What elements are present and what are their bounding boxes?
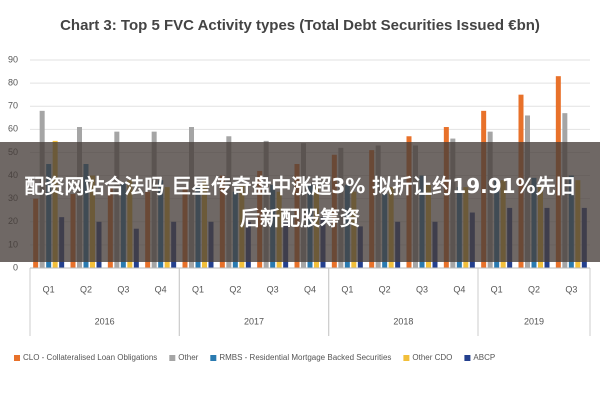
x-tick-label: Q2 xyxy=(229,284,241,294)
x-tick-label: Q2 xyxy=(80,284,92,294)
x-group-label: 2016 xyxy=(95,316,115,326)
y-tick-label: 90 xyxy=(8,54,18,64)
legend-label: ABCP xyxy=(473,353,495,362)
x-tick-label: Q3 xyxy=(416,284,428,294)
x-tick-label: Q1 xyxy=(491,284,503,294)
x-group-label: 2019 xyxy=(524,316,544,326)
legend-swatch xyxy=(464,355,471,361)
x-tick-label: Q4 xyxy=(304,284,316,294)
x-tick-label: Q2 xyxy=(528,284,540,294)
x-group-label: 2018 xyxy=(393,316,413,326)
x-tick-label: Q4 xyxy=(155,284,167,294)
legend-swatch xyxy=(210,355,217,361)
legend-swatch xyxy=(14,355,20,361)
legend-label: Other CDO xyxy=(412,353,452,362)
x-tick-label: Q3 xyxy=(117,284,129,294)
x-tick-label: Q1 xyxy=(192,284,204,294)
x-group-label: 2017 xyxy=(244,316,264,326)
x-tick-label: Q3 xyxy=(267,284,279,294)
chart-title: Chart 3: Top 5 FVC Activity types (Total… xyxy=(60,17,540,34)
x-tick-label: Q3 xyxy=(565,284,577,294)
x-tick-label: Q4 xyxy=(453,284,465,294)
x-tick-label: Q1 xyxy=(43,284,55,294)
legend-swatch xyxy=(403,355,410,361)
y-tick-label: 0 xyxy=(13,262,18,272)
legend-swatch xyxy=(169,355,176,361)
legend-label: RMBS - Residential Mortgage Backed Secur… xyxy=(219,353,391,362)
y-tick-label: 60 xyxy=(8,124,18,134)
x-tick-label: Q1 xyxy=(341,284,353,294)
banner-text: 配资网站合法吗 巨星传奇盘中涨超3% 拟折让约19.91%先旧后新配股筹资 xyxy=(24,174,576,230)
legend-label: CLO - Collateralised Loan Obligations xyxy=(23,353,157,362)
y-tick-label: 70 xyxy=(8,101,18,111)
overlay-banner: 配资网站合法吗 巨星传奇盘中涨超3% 拟折让约19.91%先旧后新配股筹资 xyxy=(0,142,600,262)
y-tick-label: 80 xyxy=(8,77,18,87)
x-tick-label: Q2 xyxy=(379,284,391,294)
legend-label: Other xyxy=(178,353,198,362)
